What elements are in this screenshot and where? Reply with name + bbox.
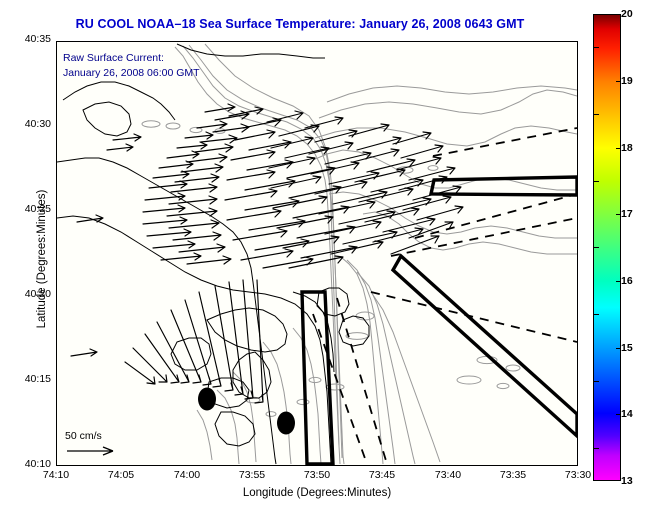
- xtick-5: 73:45: [368, 469, 396, 481]
- cbtick-18: 18: [621, 142, 633, 154]
- x-axis-label: Longitude (Degrees:Minutes): [242, 487, 392, 499]
- xtick-8: 73:30: [564, 469, 592, 481]
- xtick-3: 73:55: [238, 469, 266, 481]
- bathymetry-contours: [141, 43, 577, 465]
- xtick-1: 74:05: [107, 469, 135, 481]
- velocity-scale-label: 50 cm/s: [65, 430, 102, 442]
- cbtick-13: 13: [621, 475, 633, 487]
- y-axis-label: Latitude (Degrees:Minutes): [36, 189, 48, 329]
- surface-current-vectors: [70, 103, 464, 404]
- cbtick-16: 16: [621, 275, 633, 287]
- annotation-line-1: Raw Surface Current:: [63, 52, 164, 64]
- cbtick-19: 19: [621, 75, 633, 87]
- xtick-6: 73:40: [434, 469, 462, 481]
- velocity-scale-key: 50 cm/s: [65, 430, 121, 460]
- map-graphics: [57, 43, 577, 465]
- cbtick-20: 20: [621, 8, 633, 20]
- arrow-right-icon: [67, 446, 114, 456]
- cbtick-15: 15: [621, 342, 633, 354]
- annotation-line-2: January 26, 2008 06:00 GMT: [63, 67, 200, 79]
- dashed-guide-lines: [312, 127, 577, 465]
- station-marker: [277, 411, 295, 435]
- cbtick-14: 14: [621, 408, 633, 420]
- xtick-0: 74:10: [42, 469, 70, 481]
- cbtick-17: 17: [621, 208, 633, 220]
- current-annotation: Raw Surface Current: January 26, 2008 06…: [63, 51, 200, 81]
- xtick-7: 73:35: [499, 469, 527, 481]
- xtick-4: 73:50: [303, 469, 331, 481]
- xtick-2: 74:00: [173, 469, 201, 481]
- figure-title: RU COOL NOAA–18 Sea Surface Temperature:…: [75, 17, 525, 31]
- station-markers: [198, 387, 295, 435]
- transect-boxes: [300, 175, 577, 465]
- map-plot-area: Raw Surface Current: January 26, 2008 06…: [56, 41, 578, 466]
- station-marker: [198, 387, 216, 411]
